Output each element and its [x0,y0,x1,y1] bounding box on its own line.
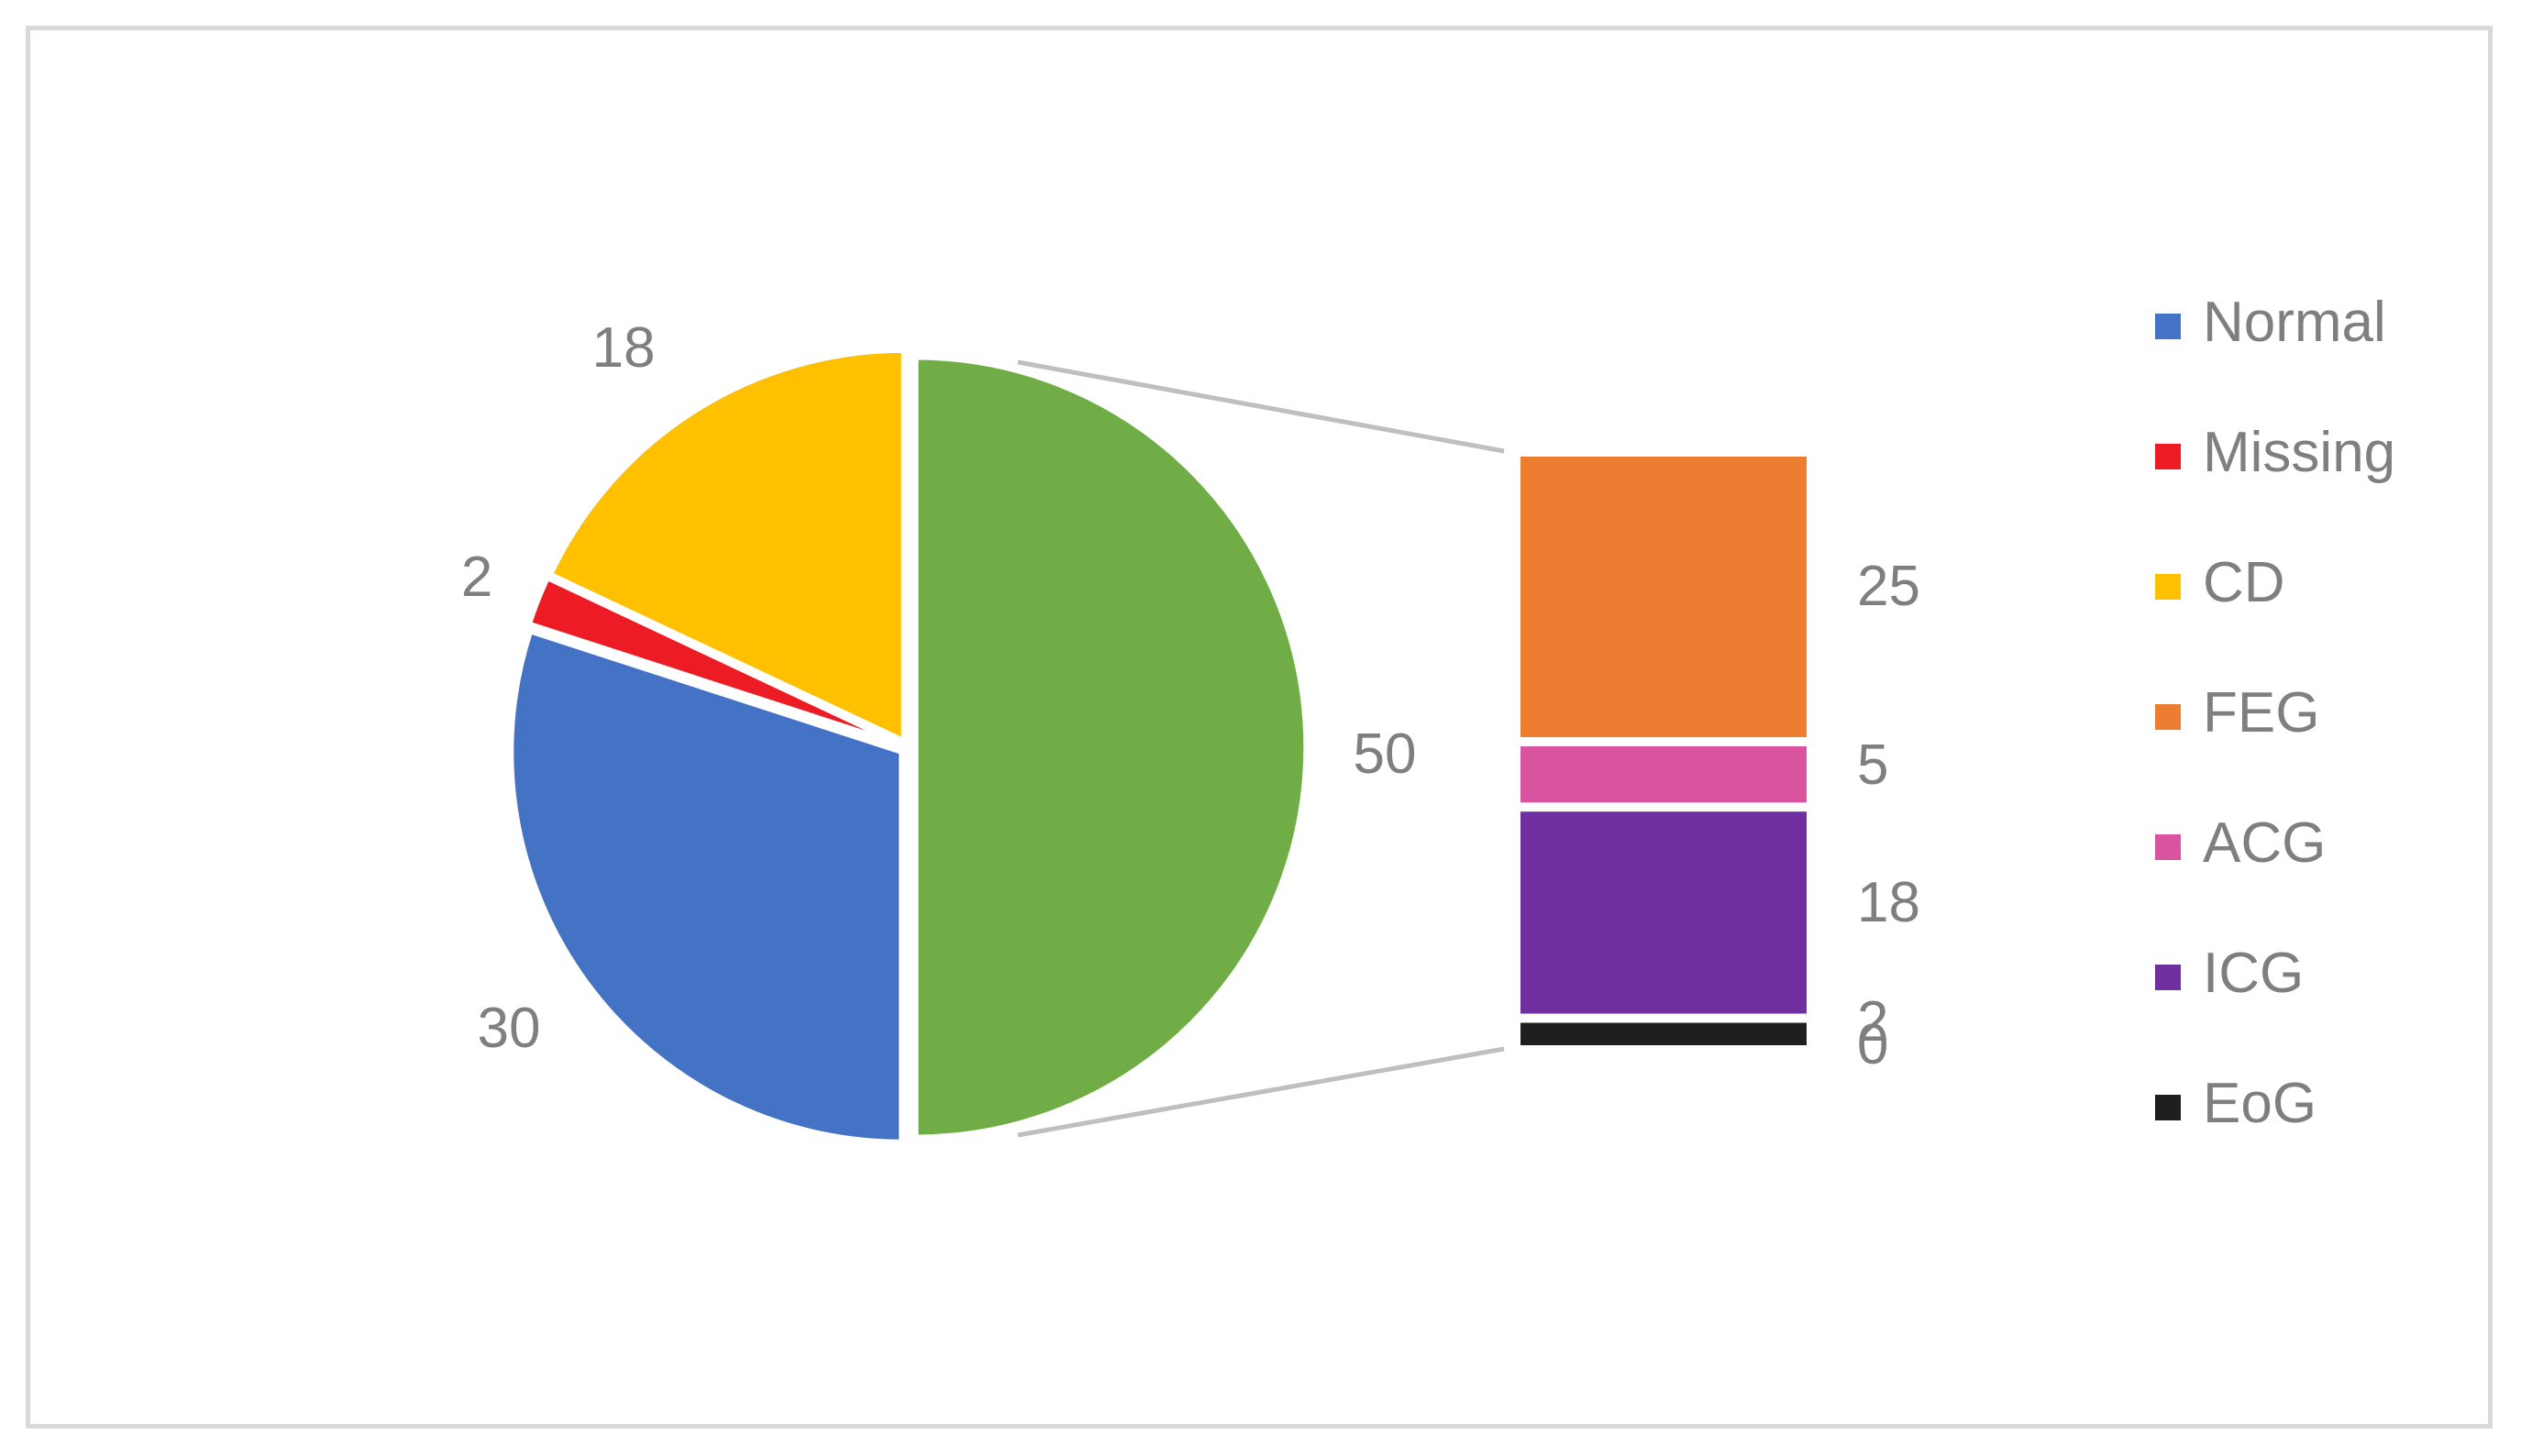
legend-label-normal: Normal [2203,291,2386,354]
connector-line-bottom [1017,1046,1505,1138]
bar-label-icg: 18 [1857,871,1920,934]
legend-swatch-acg [2155,834,2181,860]
pie-slice-normal [509,628,904,1144]
legend-label-missing: Missing [2203,421,2395,484]
pie-slice-missing [526,575,901,747]
legend-label-icg: ICG [2203,942,2304,1005]
legend-label-acg: ACG [2203,811,2326,875]
pie-label-other: 50 [1354,722,1417,786]
legend: Normal Missing CD FEG ACG ICG EoG [2155,291,2395,1135]
bar-segment-icg [1520,811,1807,1014]
bar-segment-feg [1520,457,1807,737]
pie-label-cd: 18 [592,316,656,380]
connector-lines [1017,359,1505,1138]
bar-segment-eog [1520,1022,1807,1045]
legend-swatch-eog [2155,1095,2181,1120]
bar-label-acg: 5 [1857,734,1888,797]
bar-labels: 25 5 18 20 [1857,555,1920,1076]
legend-swatch-normal [2155,314,2181,339]
legend-label-cd: CD [2203,551,2285,614]
legend-label-eog: EoG [2203,1072,2316,1135]
bar-label-feg: 25 [1857,555,1920,618]
pie-slice-cd [547,347,906,745]
bar-label-zero-4: 0 [1857,1013,1888,1076]
legend-swatch-feg [2155,704,2181,730]
legend-swatch-icg [2155,965,2181,990]
legend-swatch-cd [2155,574,2181,600]
pie-label-normal: 30 [478,997,541,1060]
bar-segment-acg [1520,746,1807,803]
bar-label-eog: 2 [1857,990,1888,1053]
legend-swatch-missing [2155,444,2181,469]
pie-label-missing: 2 [461,546,492,609]
pie [509,347,1309,1144]
legend-label-feg: FEG [2203,681,2319,745]
stacked-bar [1520,457,1807,1045]
pie-slice-other [913,355,1309,1140]
connector-line-top [1017,359,1505,454]
pie-labels: 30 2 18 50 [461,316,1417,1060]
